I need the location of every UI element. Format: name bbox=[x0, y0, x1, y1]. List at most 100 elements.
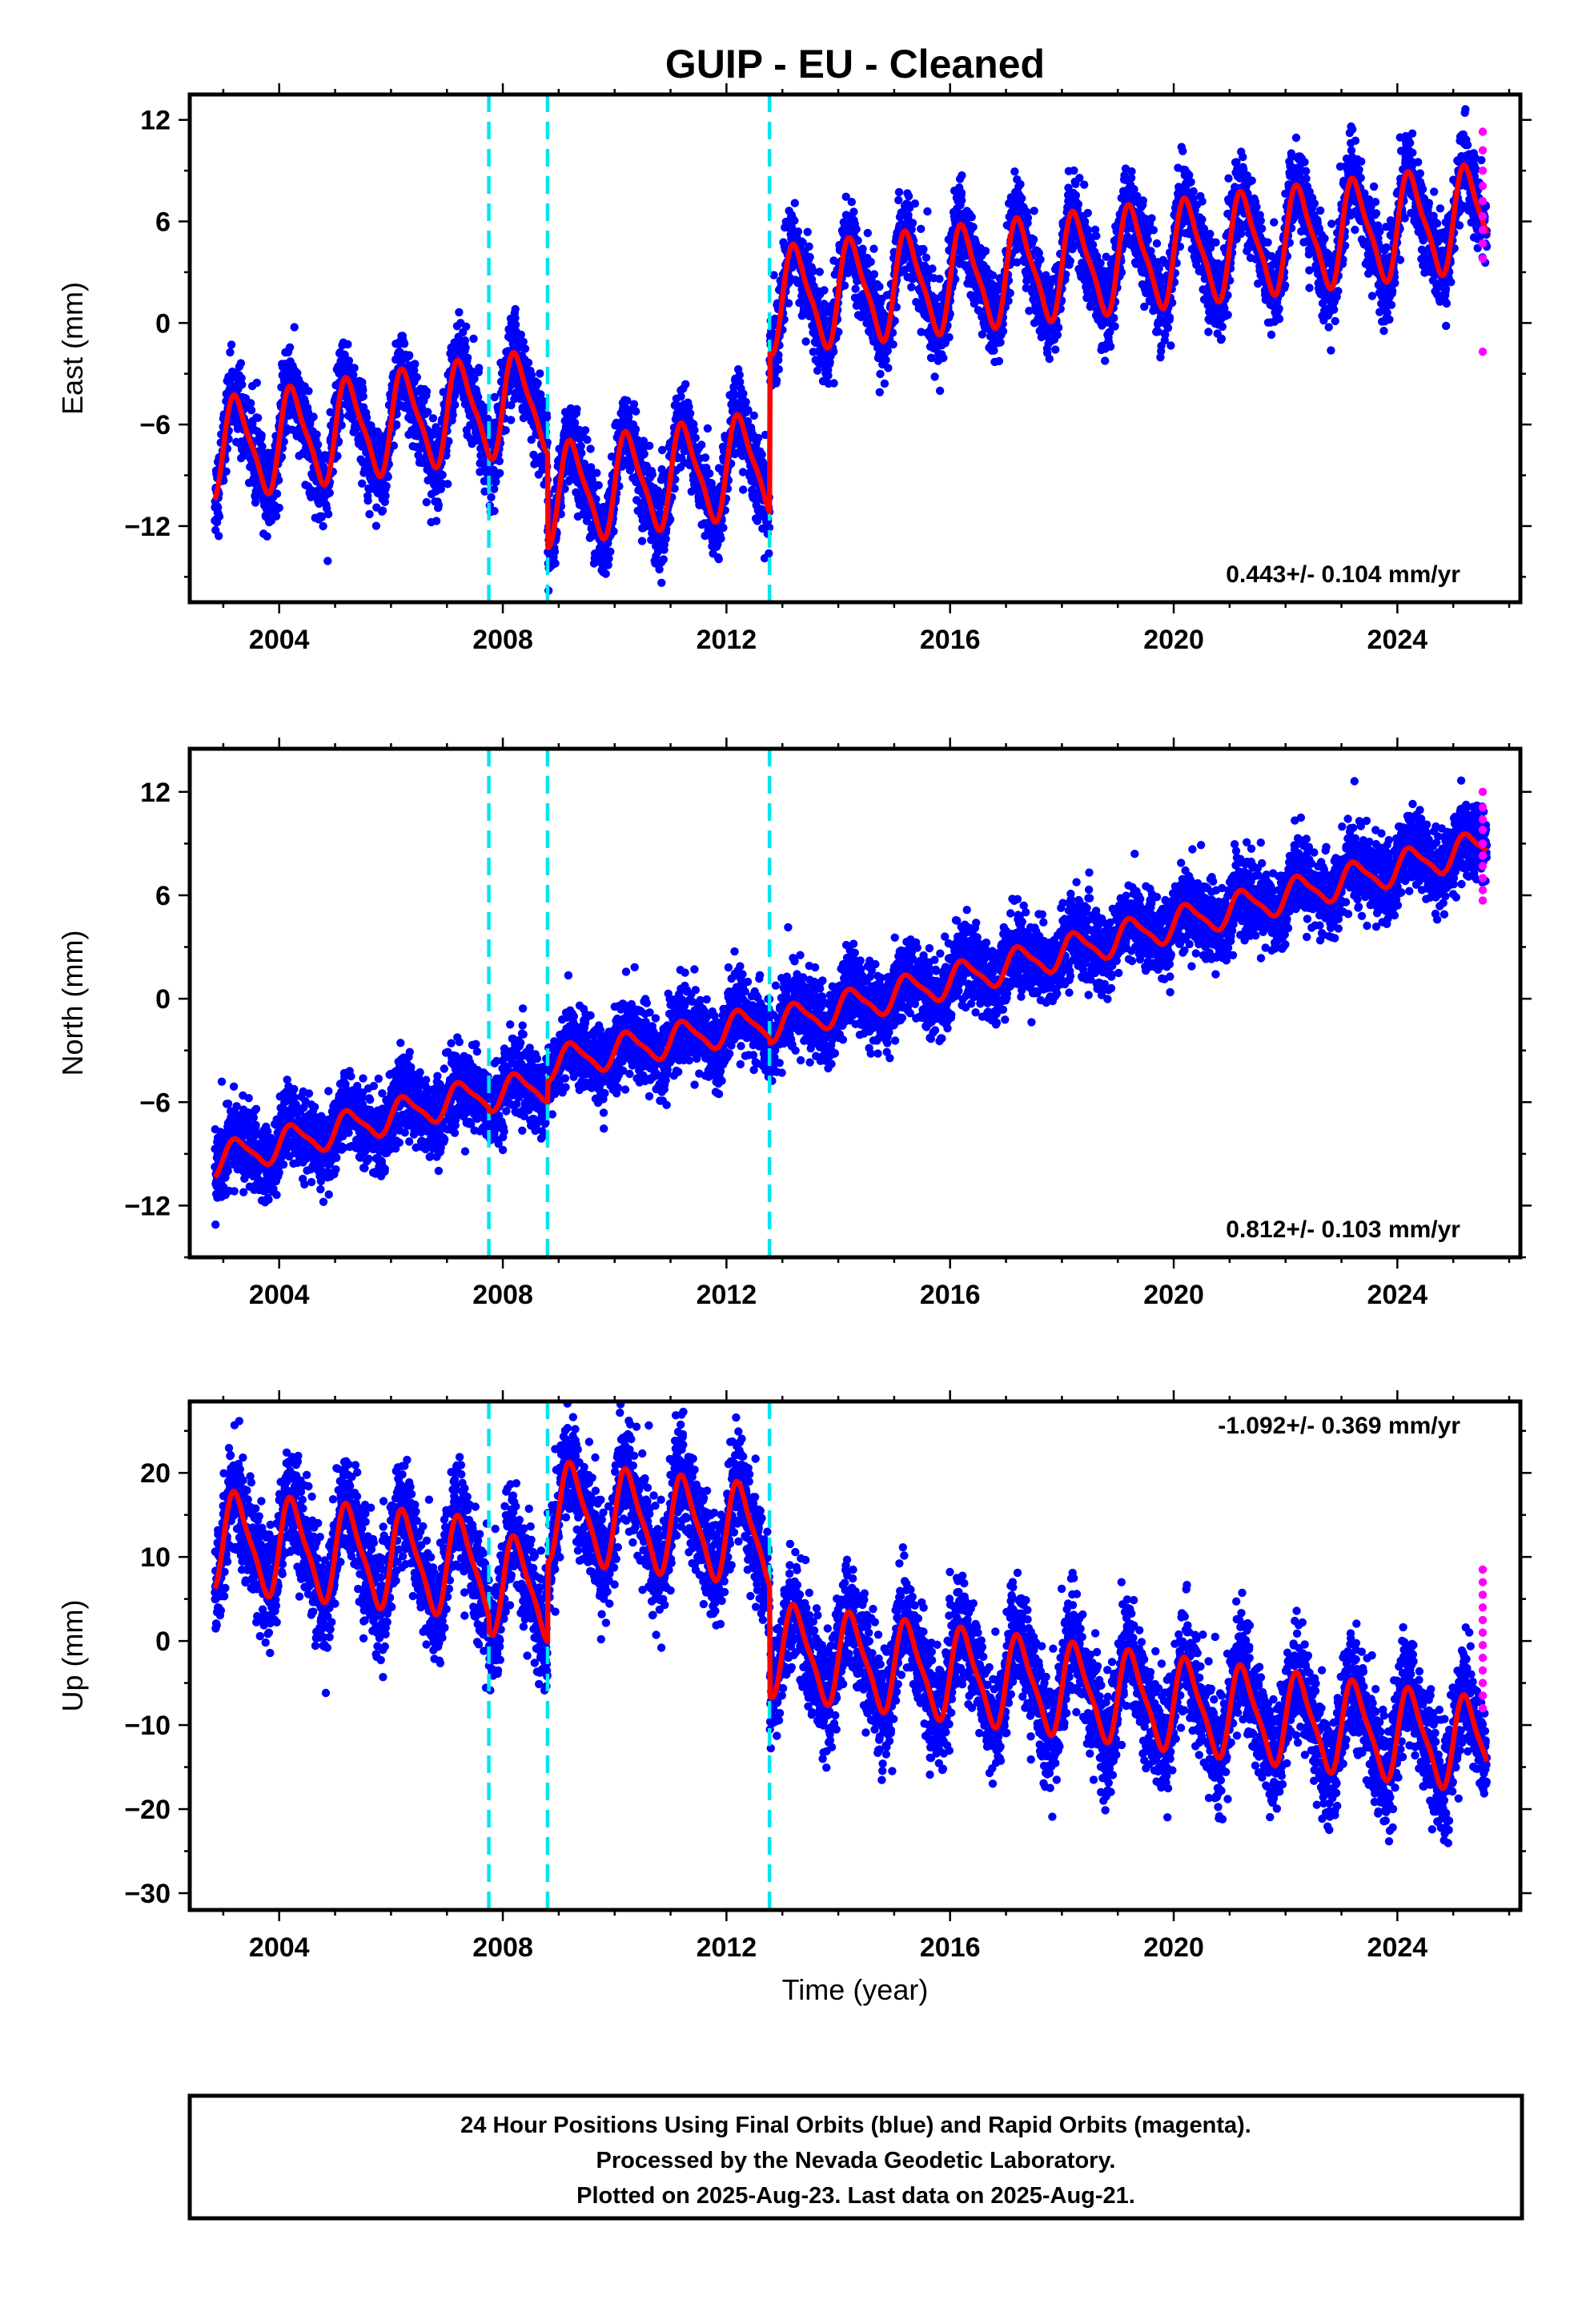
final-orbit-point bbox=[490, 485, 499, 493]
final-orbit-point bbox=[362, 413, 371, 422]
final-orbit-point bbox=[432, 423, 440, 432]
final-orbit-point bbox=[629, 400, 639, 408]
final-orbit-point bbox=[309, 412, 318, 421]
final-orbit-point bbox=[981, 247, 990, 255]
final-orbit-point bbox=[444, 480, 452, 489]
final-orbit-point bbox=[473, 392, 483, 402]
final-orbit-point bbox=[907, 283, 916, 292]
final-orbit-point bbox=[580, 426, 590, 435]
final-orbit-point bbox=[881, 356, 890, 364]
final-orbit-point bbox=[252, 378, 261, 388]
final-orbit-point bbox=[238, 380, 247, 389]
final-orbit-point bbox=[677, 392, 685, 401]
final-orbit-point bbox=[312, 430, 321, 439]
final-orbit-point bbox=[648, 470, 656, 479]
final-orbit-point bbox=[829, 379, 838, 388]
final-orbit-point bbox=[343, 340, 352, 349]
final-orbit-point bbox=[880, 379, 889, 388]
final-orbit-point bbox=[507, 416, 516, 424]
final-orbit-point bbox=[935, 386, 945, 396]
final-orbit-point bbox=[805, 242, 813, 251]
final-orbit-point bbox=[719, 523, 728, 533]
final-orbit-point bbox=[323, 557, 332, 565]
final-orbit-point bbox=[275, 476, 283, 485]
final-orbit-point bbox=[824, 371, 833, 380]
final-orbit-point bbox=[411, 360, 420, 368]
final-orbit-point bbox=[631, 424, 640, 434]
final-orbit-point bbox=[344, 356, 354, 365]
final-orbit-point bbox=[904, 191, 913, 201]
final-orbit-point bbox=[784, 299, 793, 308]
final-orbit-point bbox=[741, 397, 750, 407]
final-orbit-point bbox=[215, 512, 224, 521]
final-orbit-point bbox=[969, 223, 978, 231]
final-orbit-point bbox=[487, 493, 496, 502]
final-orbit-point bbox=[293, 368, 302, 378]
final-orbit-point bbox=[869, 270, 879, 279]
final-orbit-point bbox=[604, 554, 613, 563]
final-orbit-point bbox=[422, 387, 432, 396]
final-orbit-point bbox=[866, 257, 875, 267]
final-orbit-point bbox=[910, 199, 920, 208]
final-orbit-point bbox=[422, 497, 431, 507]
final-orbit-point bbox=[524, 358, 533, 368]
final-orbit-point bbox=[475, 364, 484, 372]
final-orbit-point bbox=[894, 195, 903, 205]
final-orbit-point bbox=[894, 187, 904, 197]
final-orbit-point bbox=[550, 547, 560, 557]
final-orbit-point bbox=[876, 369, 885, 379]
final-orbit-point bbox=[378, 506, 387, 515]
final-orbit-point bbox=[570, 418, 580, 428]
final-orbit-point bbox=[448, 411, 457, 420]
final-orbit-point bbox=[400, 340, 409, 348]
final-orbit-point bbox=[793, 227, 803, 236]
final-orbit-point bbox=[935, 275, 944, 283]
final-orbit-point bbox=[279, 437, 288, 446]
final-orbit-point bbox=[875, 282, 884, 292]
final-orbit-point bbox=[921, 253, 931, 262]
final-orbit-point bbox=[337, 420, 346, 430]
final-orbit-point bbox=[304, 387, 313, 396]
final-orbit-point bbox=[869, 244, 878, 253]
final-orbit-point bbox=[313, 440, 323, 449]
final-orbit-point bbox=[645, 441, 654, 450]
final-orbit-point bbox=[226, 348, 235, 357]
chart-title: GUIP - EU - Cleaned bbox=[665, 42, 1045, 86]
final-orbit-point bbox=[272, 489, 282, 498]
final-orbit-point bbox=[451, 400, 460, 409]
final-orbit-point bbox=[258, 442, 267, 451]
final-orbit-point bbox=[375, 432, 385, 442]
final-orbit-point bbox=[632, 407, 640, 416]
final-orbit-point bbox=[236, 359, 246, 368]
final-orbit-point bbox=[586, 444, 595, 453]
final-orbit-point bbox=[501, 426, 510, 435]
final-orbit-point bbox=[247, 399, 255, 408]
final-orbit-point bbox=[594, 480, 603, 490]
final-orbit-point bbox=[1030, 207, 1038, 215]
final-orbit-point bbox=[572, 404, 581, 414]
final-orbit-point bbox=[717, 534, 725, 543]
final-orbit-point bbox=[996, 338, 1005, 347]
final-orbit-point bbox=[904, 211, 913, 219]
final-orbit-point bbox=[389, 441, 399, 450]
final-orbit-point bbox=[520, 344, 530, 353]
final-orbit-point bbox=[263, 532, 271, 541]
final-orbit-point bbox=[1023, 213, 1033, 223]
final-orbit-point bbox=[772, 376, 781, 385]
final-orbit-point bbox=[705, 469, 714, 478]
final-orbit-point bbox=[325, 489, 334, 497]
final-orbit-point bbox=[275, 503, 283, 513]
final-orbit-point bbox=[749, 411, 758, 420]
final-orbit-point bbox=[805, 252, 814, 262]
final-orbit-point bbox=[317, 512, 327, 521]
final-orbit-point bbox=[851, 284, 860, 293]
final-orbit-point bbox=[801, 337, 810, 346]
final-orbit-point bbox=[945, 333, 954, 342]
final-orbit-point bbox=[271, 512, 281, 521]
final-orbit-point bbox=[847, 198, 857, 207]
final-orbit-point bbox=[703, 424, 713, 433]
final-orbit-point bbox=[958, 171, 966, 180]
final-orbit-point bbox=[923, 207, 932, 216]
final-orbit-point bbox=[1010, 167, 1019, 176]
final-orbit-point bbox=[739, 389, 748, 398]
